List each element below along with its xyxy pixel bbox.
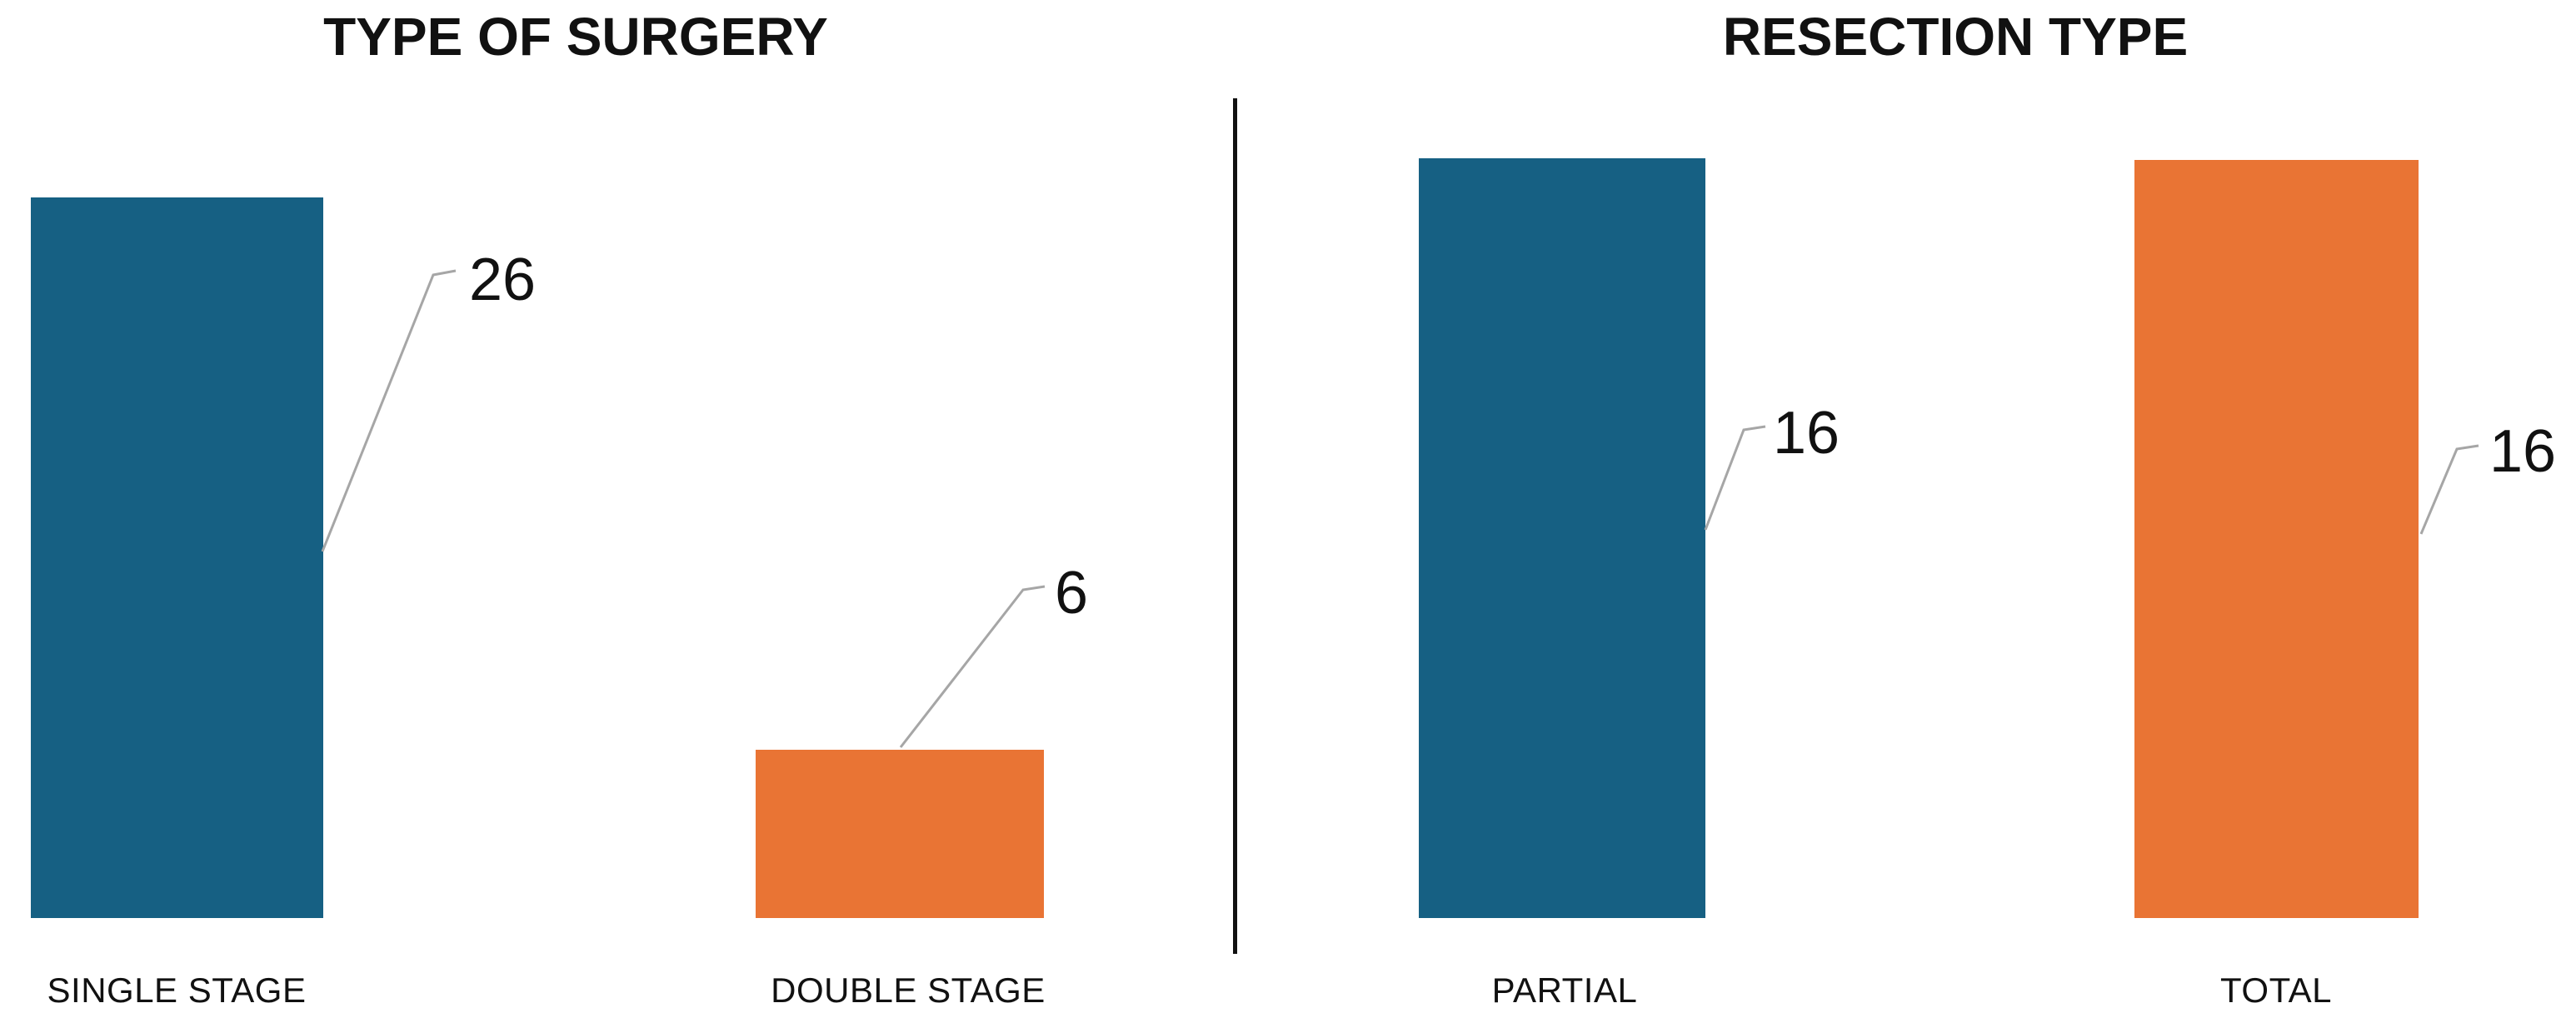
callout-line-single-stage — [321, 269, 457, 552]
category-label-partial: PARTIAL — [1491, 971, 1638, 1010]
bar-total — [2134, 160, 2419, 918]
callout-line-total — [2419, 444, 2479, 535]
chart-title-type-of-surgery: TYPE OF SURGERY — [323, 7, 828, 67]
category-label-single-stage: SINGLE STAGE — [47, 971, 307, 1010]
value-label-total: 16 — [2489, 418, 2557, 485]
value-label-partial: 16 — [1773, 400, 1840, 467]
value-label-double-stage: 6 — [1055, 560, 1089, 626]
chart-title-resection-type: RESECTION TYPE — [1722, 7, 2189, 67]
bar-partial — [1419, 158, 1705, 918]
bar-double-stage — [756, 750, 1044, 918]
chart-divider-line — [1233, 98, 1237, 954]
category-label-double-stage: DOUBLE STAGE — [771, 971, 1046, 1010]
value-label-single-stage: 26 — [469, 247, 537, 313]
callout-line-partial — [1704, 425, 1766, 531]
category-label-total: TOTAL — [2220, 971, 2332, 1010]
callout-line-double-stage — [899, 585, 1046, 748]
bar-single-stage — [31, 197, 323, 918]
